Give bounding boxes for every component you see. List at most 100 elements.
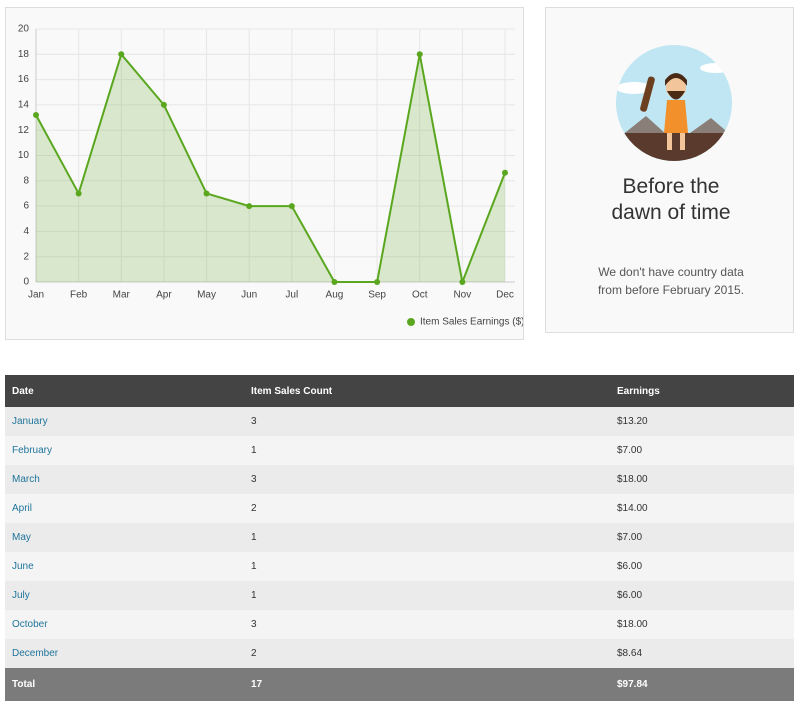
table-head: Date Item Sales Count Earnings [5,375,794,407]
point [33,112,39,119]
cell: October [5,610,244,639]
caveman-illustration [616,45,732,161]
total-row: Total 17 $97.84 [5,668,794,701]
point [75,190,82,197]
cell: $8.64 [617,648,643,659]
x-tick-label: Apr [156,290,172,301]
y-tick-label: 0 [23,277,29,288]
month-link[interactable]: June [12,561,34,572]
card-title: Before the dawn of time [611,175,731,224]
cell: $13.20 [617,416,648,427]
cell: 1 [251,590,257,601]
chart-panel: 0 2 4 6 8 10 12 14 16 18 20 Jan Feb Mar Apr May Jun Jul Au… [5,7,525,340]
column-header: Date [12,385,34,397]
cell: $7.00 [617,532,643,543]
point [118,51,125,58]
cell: $18.00 [617,619,648,630]
y-tick-label: 18 [18,49,30,60]
cell: 1 [251,561,257,572]
month-link[interactable]: January [12,416,48,427]
total-cell: $97.84 [617,679,648,690]
table-body: January 3 $13.20 February 1 $7.00 March 3 $18.00… [5,407,794,668]
point [203,190,210,197]
x-tick-label: Sep [368,290,386,301]
x-tick-label: Mar [113,290,131,301]
y-tick-label: 14 [18,100,30,111]
cell: January [5,407,244,436]
cell: 3 [251,416,257,427]
table-row: March 3 $18.00 [5,465,794,494]
table-foot: Total 17 $97.84 [5,668,794,701]
month-link[interactable]: October [12,619,48,630]
y-tick-label: 6 [23,201,29,212]
cell: March [5,465,244,494]
cell: $6.00 [617,561,643,572]
info-card: Before the dawn of time We don't have co… [545,7,794,333]
y-tick-label: 10 [18,150,30,161]
cell: $18.00 [617,474,648,485]
y-tick-label: 2 [23,251,29,262]
table-row: February 1 $7.00 [5,436,794,465]
point [459,279,466,285]
x-tick-label: Jan [28,290,44,301]
cell: June [5,552,244,581]
table-row: January 3 $13.20 [5,407,794,436]
chart: 0 2 4 6 8 10 12 14 16 18 20 Jan Feb Mar Apr May Jun Jul Au… [18,24,525,328]
total-cell: Total [12,679,36,690]
legend-label: Item Sales Earnings ($) [420,317,523,328]
point [246,203,253,210]
month-link[interactable]: December [12,648,59,659]
month-link[interactable]: July [12,590,30,601]
cell: February [5,436,244,465]
point [288,203,295,210]
point [160,101,167,108]
point [331,279,338,285]
table-row: October 3 $18.00 [5,610,794,639]
sales-table: Date Item Sales Count Earnings January 3 $13… [5,375,794,701]
table-row: April 2 $14.00 [5,494,794,523]
table-row: July 1 $6.00 [5,581,794,610]
month-link[interactable]: March [12,474,40,485]
column-header: Item Sales Count [251,385,333,397]
header-row: Date Item Sales Count Earnings [5,375,794,407]
point [374,279,381,285]
cell: 3 [251,474,257,485]
cell: 1 [251,532,257,543]
point [416,51,423,58]
card-text: We don't have country data from before F… [597,265,745,297]
x-tick-label: Aug [326,290,344,301]
y-tick-label: 16 [18,74,30,85]
x-tick-label: Feb [70,290,88,301]
y-tick-label: 4 [23,226,29,237]
x-tick-label: Dec [496,290,514,301]
cell: $14.00 [617,503,648,514]
table-row: June 1 $6.00 [5,552,794,581]
month-link[interactable]: February [12,445,53,456]
y-tick-label: 20 [18,24,30,35]
point [502,169,508,176]
cell: 2 [251,503,257,514]
month-link[interactable]: April [12,503,33,514]
x-tick-label: May [197,290,216,301]
y-tick-label: 12 [18,125,30,136]
cell: 3 [251,619,257,630]
cell: 2 [251,648,257,659]
x-tick-label: Oct [412,290,428,301]
y-tick-label: 8 [23,175,29,186]
cell: July [5,581,244,610]
total-cell: 17 [251,679,263,690]
month-link[interactable]: May [12,532,31,543]
column-header: Earnings [617,385,660,397]
cell: April [5,494,244,523]
line [35,52,506,286]
x-tick-label: Jun [241,290,257,301]
table-row: May 1 $7.00 [5,523,794,552]
cell: May [5,523,244,552]
x-tick-label: Jul [285,290,298,301]
cell: December [5,639,244,668]
area [36,54,505,282]
cell: $6.00 [617,590,643,601]
cell: 1 [251,445,257,456]
